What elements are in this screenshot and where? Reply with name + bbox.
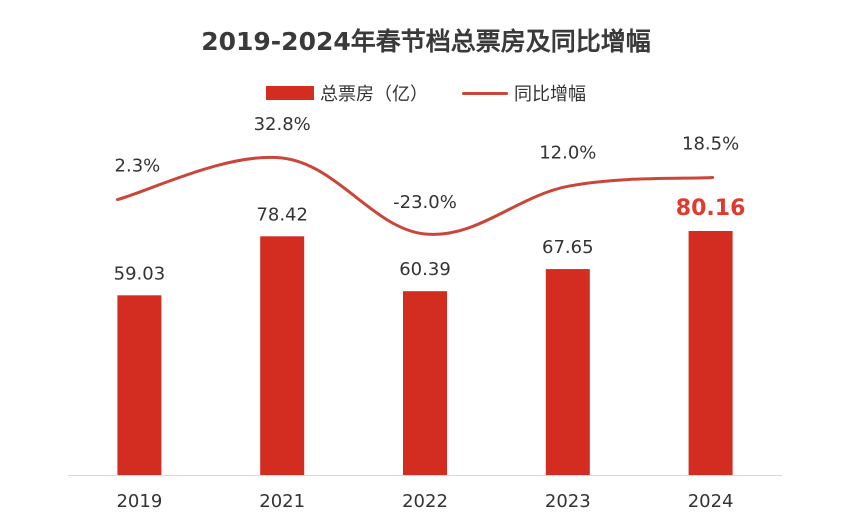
x-tick-label-2021: 2021	[259, 491, 305, 512]
legend-item-growth: 同比增幅	[462, 80, 586, 106]
bar-2021	[260, 236, 305, 475]
legend-swatch-line	[462, 91, 508, 95]
legend-label-growth: 同比增幅	[514, 84, 586, 105]
chart-title: 2019-2024年春节档总票房及同比增幅	[201, 27, 651, 56]
bar-value-label-2023: 67.65	[542, 237, 594, 258]
legend-label-box-office: 总票房（亿）	[320, 84, 428, 105]
x-tick-label-2023: 2023	[545, 491, 591, 512]
growth-value-label-2023: 12.0%	[539, 142, 596, 163]
bar-value-label-2019: 59.03	[114, 263, 166, 284]
bar-value-label-2024: 80.16	[676, 196, 746, 221]
growth-line	[115, 155, 715, 236]
legend-item-box-office: 总票房（亿）	[266, 80, 428, 106]
bar-2023	[545, 269, 590, 475]
growth-value-label-2024: 18.5%	[682, 133, 739, 154]
x-tick-label-2022: 2022	[402, 491, 448, 512]
growth-value-label-2021: 32.8%	[254, 114, 311, 135]
bar-2022	[403, 291, 447, 475]
x-tick-label-2024: 2024	[688, 491, 734, 512]
chart-legend: 总票房（亿） 同比增幅	[0, 80, 852, 106]
bar-value-label-2021: 78.42	[256, 204, 308, 225]
bar-2024	[688, 231, 733, 475]
growth-value-label-2022: -23.0%	[393, 192, 457, 213]
legend-swatch-bar	[266, 86, 314, 100]
bar-2019	[117, 295, 162, 475]
x-tick-label-2019: 2019	[116, 491, 162, 512]
bar-value-label-2022: 60.39	[399, 259, 451, 280]
growth-value-label-2019: 2.3%	[115, 156, 161, 177]
